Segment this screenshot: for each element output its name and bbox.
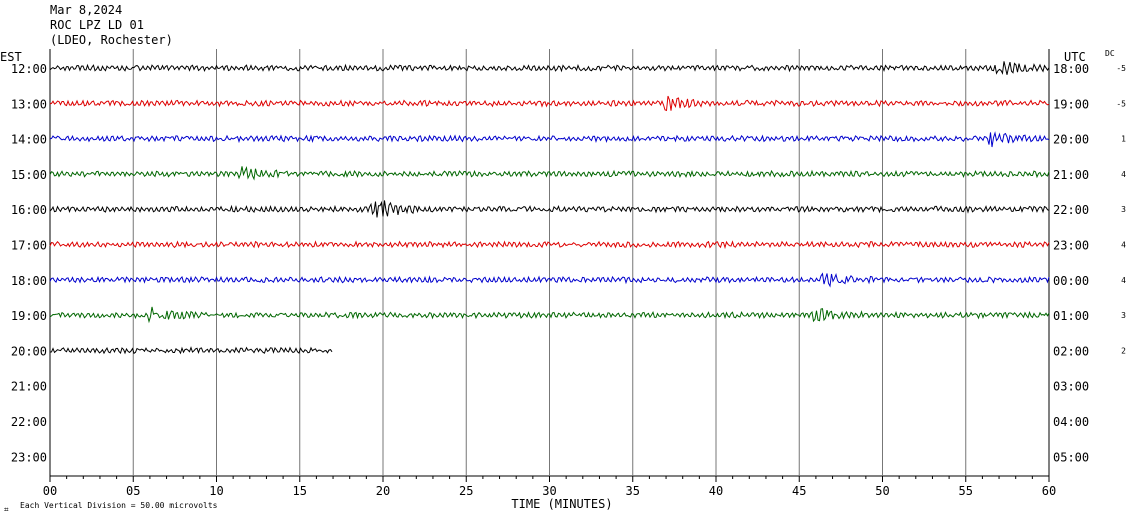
seismic-trace: [49, 61, 1050, 75]
seismic-trace: [49, 131, 1050, 148]
est-row-label: 22:00: [11, 415, 47, 429]
est-row-label: 14:00: [11, 133, 47, 147]
seismic-trace: [49, 306, 1050, 324]
x-tick-label: 00: [43, 484, 57, 498]
x-tick-label: 45: [792, 484, 806, 498]
seismic-traces: [49, 61, 1050, 355]
dc-row-value: 3: [1121, 311, 1126, 320]
utc-row-label: 19:00: [1053, 97, 1089, 111]
footer-note: Each Vertical Division = 50.00 microvolt…: [20, 501, 218, 510]
dc-row-value: -5: [1116, 99, 1126, 108]
dc-row-value: 1: [1121, 135, 1126, 144]
dc-row-value: -5: [1116, 64, 1126, 73]
est-row-label: 20:00: [11, 344, 47, 358]
dc-row-value: 4: [1121, 170, 1126, 179]
x-tick-label: 40: [709, 484, 723, 498]
utc-row-label: 04:00: [1053, 415, 1089, 429]
utc-row-label: 05:00: [1053, 450, 1089, 464]
x-tick-label: 35: [626, 484, 640, 498]
seismic-trace: [49, 346, 333, 355]
est-row-label: 13:00: [11, 97, 47, 111]
utc-row-label: 02:00: [1053, 344, 1089, 358]
est-row-label: 18:00: [11, 274, 47, 288]
seismic-trace: [49, 240, 1050, 250]
seismic-trace: [49, 272, 1050, 288]
est-row-label: 16:00: [11, 203, 47, 217]
x-tick-label: 05: [126, 484, 140, 498]
x-tick-label: 55: [959, 484, 973, 498]
date-label: Mar 8,2024: [50, 3, 123, 17]
utc-row-label: 20:00: [1053, 133, 1089, 147]
est-row-label: 15:00: [11, 168, 47, 182]
est-axis-label: EST: [0, 50, 22, 64]
est-row-label: 19:00: [11, 309, 47, 323]
dc-axis-label: DC: [1105, 49, 1115, 58]
x-tick-label: 30: [542, 484, 556, 498]
utc-row-label: 22:00: [1053, 203, 1089, 217]
x-tick-label: 50: [875, 484, 889, 498]
seismic-trace: [49, 165, 1050, 181]
utc-row-label: 03:00: [1053, 380, 1089, 394]
x-tick-label: 25: [459, 484, 473, 498]
utc-row-label: 00:00: [1053, 274, 1089, 288]
utc-row-label: 18:00: [1053, 62, 1089, 76]
est-row-label: 12:00: [11, 62, 47, 76]
dc-row-value: 4: [1121, 276, 1126, 285]
axis-labels: 00 05 10 15 20 25 30 35 40 45 50 55 60 EST UTC DC TIME (…: [0, 49, 1126, 514]
utc-row-label: 23:00: [1053, 239, 1089, 253]
dc-row-value: 3: [1121, 205, 1126, 214]
dc-row-value: 4: [1121, 241, 1126, 250]
est-row-label: 17:00: [11, 239, 47, 253]
dc-row-value: 2: [1121, 346, 1126, 355]
x-tick-label: 60: [1042, 484, 1056, 498]
network-label: (LDEO, Rochester): [50, 33, 173, 47]
seismic-trace: [49, 200, 1050, 218]
plot-grid: [49, 49, 1050, 482]
est-row-label: 21:00: [11, 380, 47, 394]
utc-axis-label: UTC: [1064, 50, 1086, 64]
utc-row-label: 21:00: [1053, 168, 1089, 182]
x-tick-label: 10: [209, 484, 223, 498]
station-label: ROC LPZ LD 01: [50, 18, 144, 32]
x-tick-label: 20: [376, 484, 390, 498]
x-tick-label: 15: [293, 484, 307, 498]
x-axis-title: TIME (MINUTES): [511, 497, 612, 511]
est-row-label: 23:00: [11, 450, 47, 464]
seismic-trace: [49, 95, 1050, 112]
footer-mark: ⌗: [4, 505, 9, 514]
utc-row-label: 01:00: [1053, 309, 1089, 323]
